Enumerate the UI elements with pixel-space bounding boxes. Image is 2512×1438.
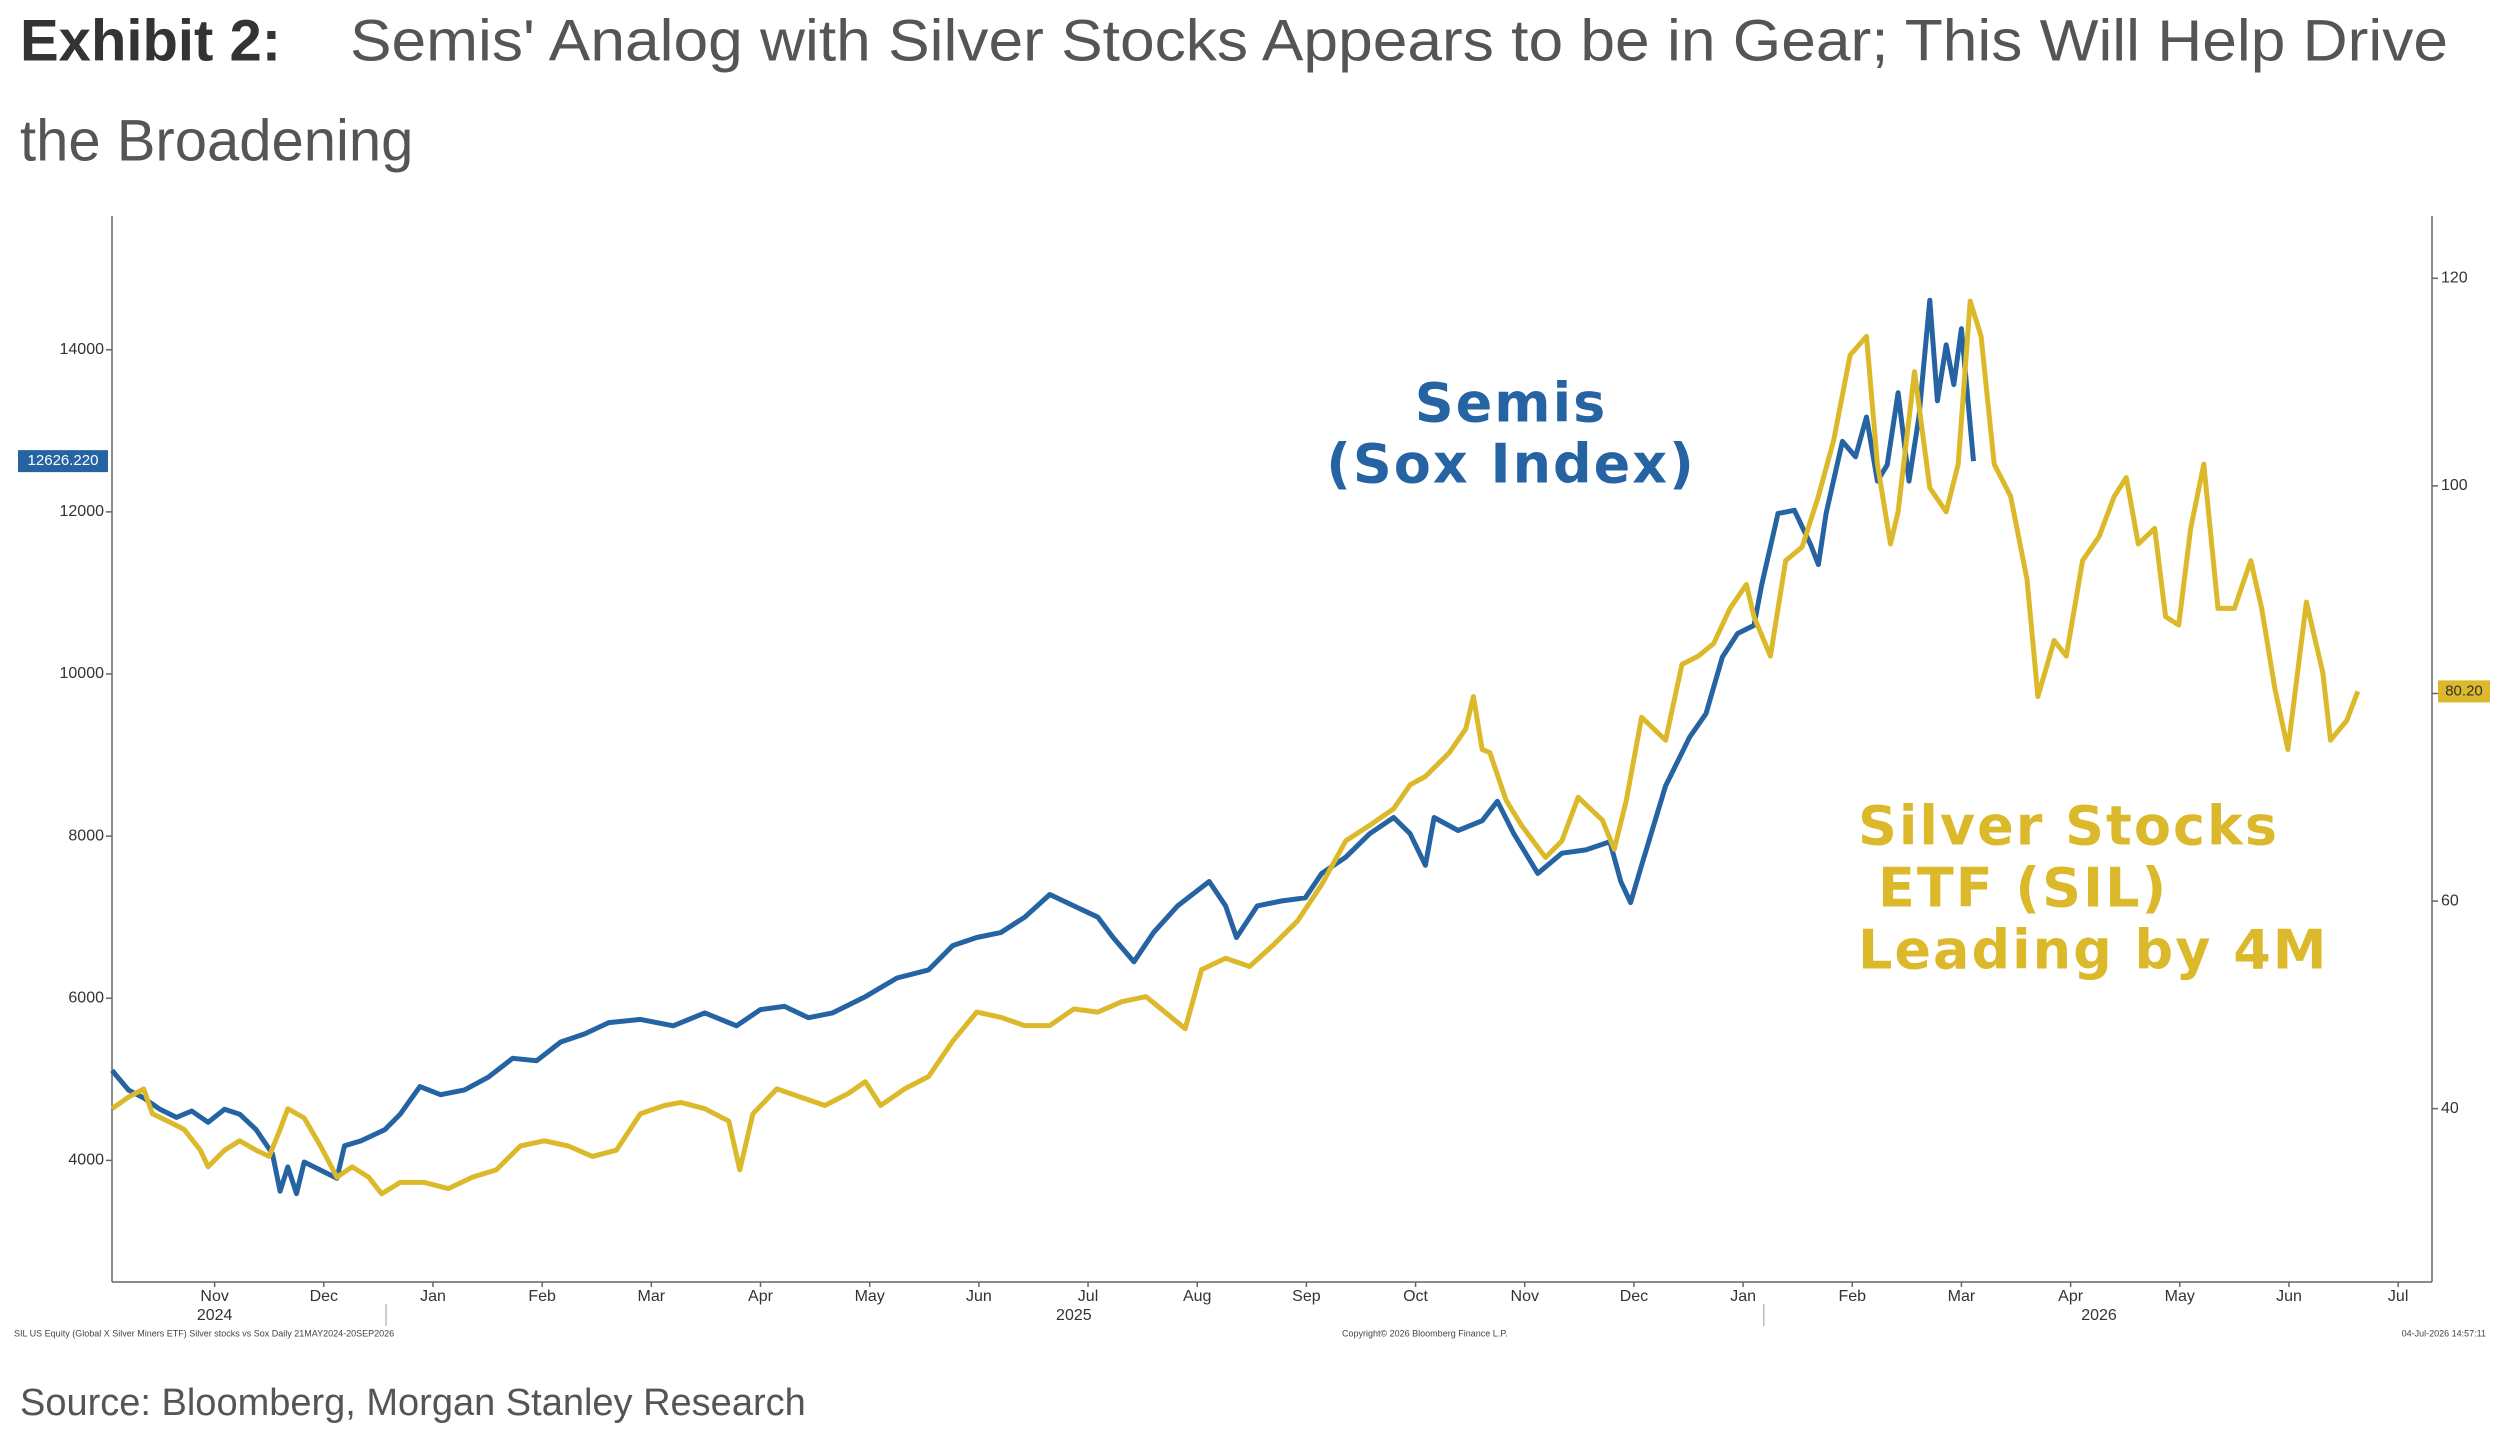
- y2-tick-label: 120: [2441, 269, 2468, 286]
- x-tick-label: Jan: [420, 1288, 446, 1305]
- source: Source: Bloomberg, Morgan Stanley Resear…: [20, 1382, 806, 1424]
- x-tick-label: Apr: [2058, 1288, 2084, 1305]
- x-tick-label: May: [855, 1288, 885, 1305]
- x-tick-label: May: [2165, 1288, 2195, 1305]
- last-value-tag: [2438, 680, 2490, 703]
- x-tick-label: Mar: [1948, 1288, 1976, 1305]
- x-tick-label: Feb: [1838, 1288, 1866, 1305]
- annotation: ETF (SIL): [1878, 857, 2168, 920]
- annotation: Silver Stocks: [1858, 795, 2279, 858]
- x-tick-label: Dec: [310, 1288, 338, 1305]
- footer-note: SIL US Equity (Global X Silver Miners ET…: [14, 1328, 394, 1338]
- y-tick-label: 6000: [68, 989, 104, 1006]
- x-tick-label: Nov: [200, 1288, 228, 1305]
- annotation: (Sox Index): [1326, 433, 1696, 496]
- year-label: 2025: [1056, 1307, 1092, 1324]
- x-tick-label: Aug: [1183, 1288, 1211, 1305]
- y2-tick-label: 60: [2441, 892, 2459, 909]
- y2-tick-label: 100: [2441, 477, 2468, 494]
- x-tick-label: Mar: [638, 1288, 666, 1305]
- x-tick-label: Jun: [966, 1288, 992, 1305]
- y-tick-label: 8000: [68, 827, 104, 844]
- last-value-label: 12626.220: [28, 452, 99, 469]
- y2-tick-label: 40: [2441, 1100, 2459, 1117]
- chart-title: the Broadening: [20, 108, 413, 173]
- footer-note: Copyright© 2026 Bloomberg Finance L.P.: [1342, 1328, 1508, 1338]
- x-tick-label: Dec: [1620, 1288, 1648, 1305]
- year-label: 2024: [197, 1307, 233, 1324]
- x-tick-label: Oct: [1403, 1288, 1428, 1305]
- series-line: [110, 297, 1976, 1197]
- x-tick-label: Feb: [528, 1288, 556, 1305]
- x-tick-label: Sep: [1292, 1288, 1321, 1305]
- year-label: 2026: [2081, 1307, 2117, 1324]
- annotation: Semis: [1415, 372, 1607, 435]
- x-tick-label: Jul: [1078, 1288, 1098, 1305]
- y-tick-label: 14000: [60, 341, 105, 358]
- x-tick-label: Jun: [2276, 1288, 2302, 1305]
- y-tick-label: 4000: [68, 1152, 104, 1169]
- annotation: Leading by 4M: [1858, 919, 2329, 982]
- chart-title: Semis' Analog with Silver Stocks Appears…: [350, 8, 2448, 73]
- x-tick-label: Nov: [1511, 1288, 1539, 1305]
- y-tick-label: 10000: [60, 665, 105, 682]
- last-value-label: 80.20: [2445, 682, 2483, 699]
- x-tick-label: Jul: [2388, 1288, 2408, 1305]
- y-tick-label: 12000: [60, 503, 105, 520]
- series-line: [110, 298, 2361, 1197]
- x-tick-label: Jan: [1730, 1288, 1756, 1305]
- footer-note: 04-Jul-2026 14:57:11: [2402, 1328, 2486, 1338]
- last-value-tag: [18, 450, 108, 473]
- x-tick-label: Apr: [748, 1288, 774, 1305]
- exhibit-label: Exhibit 2:: [20, 8, 281, 73]
